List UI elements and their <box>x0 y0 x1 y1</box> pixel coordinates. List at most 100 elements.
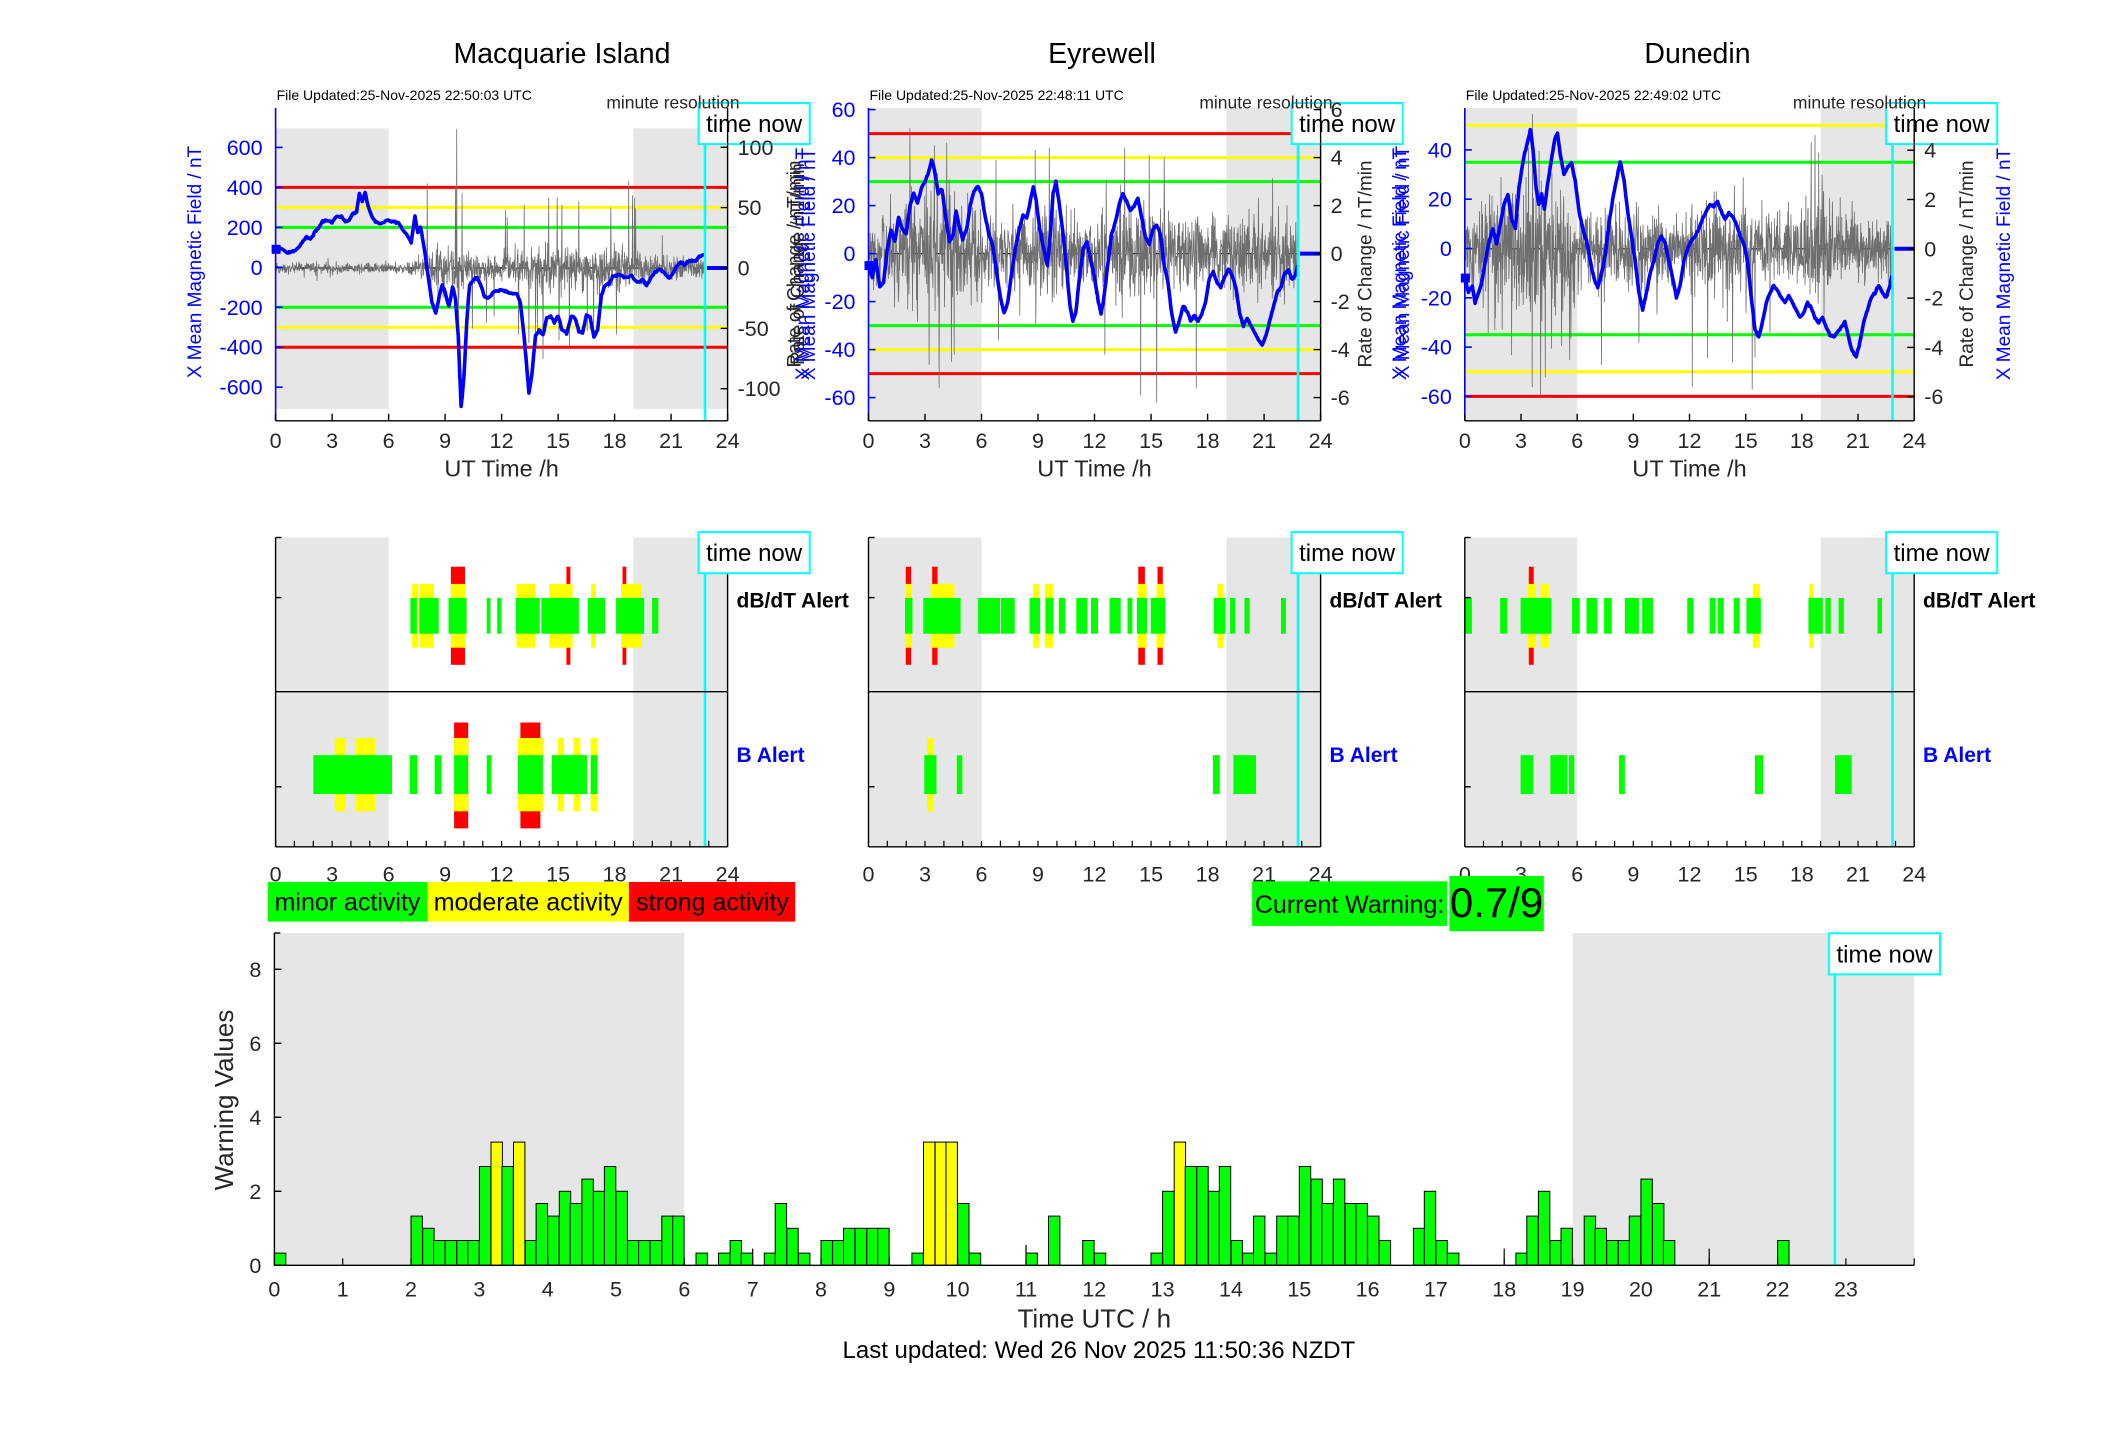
svg-text:X Mean Magnetic Field / nT: X Mean Magnetic Field / nT <box>185 145 206 378</box>
svg-text:18: 18 <box>1790 429 1814 453</box>
svg-text:0.7/9: 0.7/9 <box>1450 879 1543 926</box>
svg-text:22: 22 <box>1766 1278 1790 1302</box>
svg-text:Warning Values: Warning Values <box>209 1010 239 1191</box>
svg-text:UT Time /h: UT Time /h <box>1037 456 1151 482</box>
svg-text:14: 14 <box>1219 1278 1243 1302</box>
svg-text:Last updated: Wed 26 Nov 2025: Last updated: Wed 26 Nov 2025 11:50:36 N… <box>843 1337 1356 1364</box>
svg-text:-20: -20 <box>1421 286 1452 310</box>
svg-text:Macquarie Island: Macquarie Island <box>453 38 670 70</box>
svg-text:21: 21 <box>659 862 683 886</box>
svg-text:600: 600 <box>227 136 263 160</box>
svg-text:40: 40 <box>1428 138 1452 162</box>
svg-text:20: 20 <box>1428 188 1452 212</box>
svg-text:2: 2 <box>1924 188 1936 212</box>
svg-text:400: 400 <box>227 176 263 200</box>
svg-text:18: 18 <box>1492 1278 1516 1302</box>
svg-text:60: 60 <box>832 98 856 122</box>
svg-text:8: 8 <box>249 958 261 982</box>
svg-text:5: 5 <box>610 1278 622 1302</box>
svg-text:dB/dT Alert: dB/dT Alert <box>737 589 849 612</box>
svg-text:0: 0 <box>270 862 282 886</box>
svg-text:21: 21 <box>1252 429 1276 453</box>
svg-text:9: 9 <box>883 1278 895 1302</box>
svg-text:21: 21 <box>1846 862 1870 886</box>
svg-text:B Alert: B Alert <box>1923 744 1991 767</box>
svg-text:19: 19 <box>1561 1278 1585 1302</box>
svg-text:21: 21 <box>1697 1278 1721 1302</box>
svg-text:3: 3 <box>1515 429 1527 453</box>
svg-text:3: 3 <box>919 429 931 453</box>
svg-text:6: 6 <box>383 862 395 886</box>
svg-text:15: 15 <box>1734 429 1758 453</box>
svg-text:B Alert: B Alert <box>737 744 805 767</box>
svg-text:-200: -200 <box>220 296 263 320</box>
svg-text:20: 20 <box>1629 1278 1653 1302</box>
svg-text:0: 0 <box>1440 237 1452 261</box>
svg-text:X Mean Magnetic Field / nT: X Mean Magnetic Field / nT <box>793 147 814 380</box>
svg-text:9: 9 <box>439 862 451 886</box>
svg-text:18: 18 <box>1790 862 1814 886</box>
svg-text:time now: time now <box>706 540 803 567</box>
svg-text:-600: -600 <box>220 376 263 400</box>
svg-text:23: 23 <box>1834 1278 1858 1302</box>
svg-text:-2: -2 <box>1924 287 1943 311</box>
svg-text:18: 18 <box>603 862 627 886</box>
svg-text:Rate of Change /nT/min: Rate of Change /nT/min <box>788 163 809 365</box>
svg-text:13: 13 <box>1151 1278 1175 1302</box>
svg-text:X Mean Magnetic Field / nT: X Mean Magnetic Field / nT <box>1390 147 1411 380</box>
svg-text:0: 0 <box>1331 242 1343 266</box>
svg-text:3: 3 <box>326 429 338 453</box>
svg-text:time now: time now <box>1894 111 1991 138</box>
svg-text:3: 3 <box>473 1278 485 1302</box>
svg-text:24: 24 <box>716 429 740 453</box>
svg-text:6: 6 <box>1331 98 1343 122</box>
svg-text:File Updated:25-Nov-2025 22:50: File Updated:25-Nov-2025 22:50:03 UTC <box>277 87 532 103</box>
svg-text:1: 1 <box>337 1278 349 1302</box>
svg-text:9: 9 <box>1627 862 1639 886</box>
svg-text:40: 40 <box>832 146 856 170</box>
svg-text:17: 17 <box>1424 1278 1448 1302</box>
svg-text:time now: time now <box>1299 540 1396 567</box>
svg-text:12: 12 <box>1082 1278 1106 1302</box>
svg-text:24: 24 <box>716 862 740 886</box>
svg-text:Eyrewell: Eyrewell <box>1048 38 1156 70</box>
svg-text:time now: time now <box>1299 111 1396 138</box>
svg-text:-40: -40 <box>824 338 855 362</box>
svg-text:-400: -400 <box>220 336 263 360</box>
svg-text:-4: -4 <box>1924 336 1943 360</box>
svg-text:0: 0 <box>738 257 750 281</box>
svg-text:UT Time /h: UT Time /h <box>1632 456 1746 482</box>
svg-text:9: 9 <box>1032 429 1044 453</box>
svg-text:File Updated:25-Nov-2025 22:49: File Updated:25-Nov-2025 22:49:02 UTC <box>1466 87 1721 103</box>
svg-text:minute resolution: minute resolution <box>1199 93 1332 113</box>
svg-text:24: 24 <box>1902 429 1926 453</box>
svg-text:Dunedin: Dunedin <box>1644 38 1750 70</box>
svg-text:8: 8 <box>815 1278 827 1302</box>
svg-text:X Mean Magnetic Field / nT: X Mean Magnetic Field / nT <box>799 147 820 380</box>
svg-text:-50: -50 <box>738 317 769 341</box>
svg-text:B Alert: B Alert <box>1330 744 1398 767</box>
svg-text:15: 15 <box>546 429 570 453</box>
svg-text:15: 15 <box>1734 862 1758 886</box>
svg-text:X Mean Magnetic Field / nT: X Mean Magnetic Field / nT <box>1393 145 1414 378</box>
svg-text:X Mean Magnetic Field / nT: X Mean Magnetic Field / nT <box>1994 147 2015 380</box>
svg-text:20: 20 <box>832 194 856 218</box>
svg-text:18: 18 <box>1196 429 1220 453</box>
svg-text:strong activity: strong activity <box>636 889 789 917</box>
svg-text:-4: -4 <box>1331 338 1350 362</box>
svg-text:6: 6 <box>1571 429 1583 453</box>
svg-text:9: 9 <box>1032 862 1044 886</box>
svg-text:15: 15 <box>546 862 570 886</box>
svg-text:time now: time now <box>1894 540 1991 567</box>
svg-text:16: 16 <box>1356 1278 1380 1302</box>
svg-text:0: 0 <box>268 1278 280 1302</box>
svg-text:21: 21 <box>1252 862 1276 886</box>
svg-text:15: 15 <box>1139 429 1163 453</box>
svg-text:200: 200 <box>227 216 263 240</box>
svg-text:18: 18 <box>1196 862 1220 886</box>
svg-text:UT Time /h: UT Time /h <box>444 456 558 482</box>
svg-text:24: 24 <box>1309 429 1333 453</box>
svg-text:-20: -20 <box>824 290 855 314</box>
svg-text:0: 0 <box>863 862 875 886</box>
svg-text:7: 7 <box>747 1278 759 1302</box>
